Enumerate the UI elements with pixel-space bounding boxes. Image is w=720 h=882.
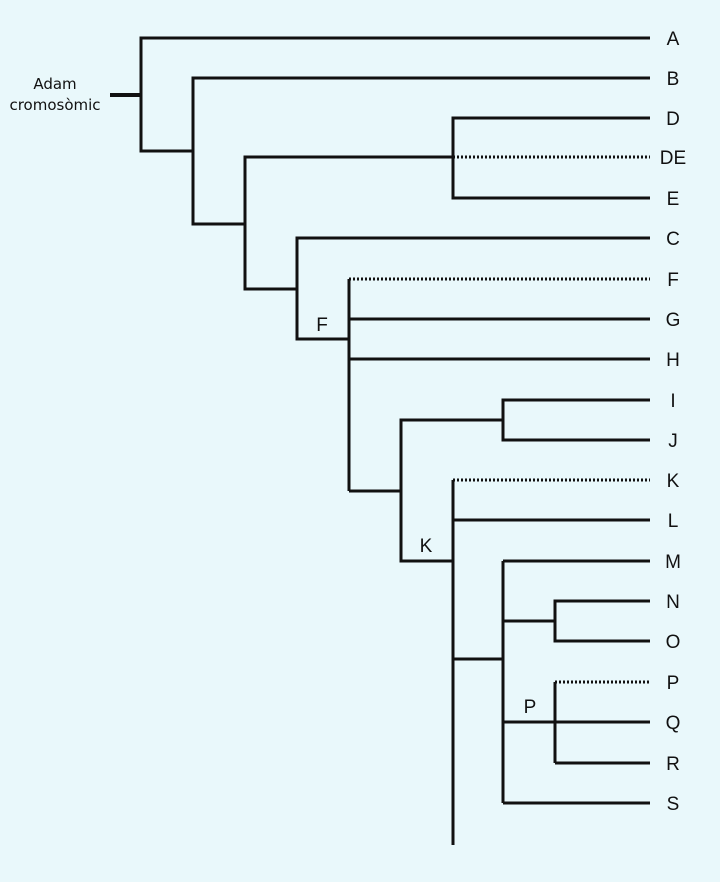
edge-ij-k	[399, 418, 503, 563]
leaf-label: D	[666, 109, 680, 130]
root-label-line1: Adam	[33, 75, 76, 93]
leaf-label: O	[666, 632, 681, 653]
leaf-label: F	[667, 270, 679, 291]
edge-root-a	[139, 36, 650, 153]
leaf-label: N	[666, 592, 680, 613]
leaf-label: A	[667, 29, 680, 50]
node-label-p: P	[524, 697, 537, 718]
edge-n-o	[553, 599, 650, 643]
root-label-line2: cromosòmic	[9, 96, 100, 114]
leaf-label: L	[668, 511, 679, 532]
edge-i-j	[501, 398, 650, 442]
leaf-label: Q	[666, 713, 681, 734]
leaf-label: H	[666, 350, 680, 371]
edge-c	[295, 236, 650, 341]
leaf-label: I	[670, 391, 675, 412]
leaf-label: J	[668, 431, 678, 452]
edge-b	[191, 76, 650, 226]
leaf-label: DE	[660, 148, 686, 169]
leaf-label: K	[667, 471, 680, 492]
leaf-label: E	[667, 189, 680, 210]
leaf-label: G	[666, 310, 681, 331]
leaf-label: M	[665, 552, 681, 573]
edge-de-group	[243, 155, 453, 291]
leaf-label: C	[666, 229, 680, 250]
leaf-label: P	[667, 673, 680, 694]
leaf-label: S	[667, 794, 680, 815]
leaf-label: R	[666, 754, 680, 775]
node-label-k: K	[420, 536, 433, 557]
leaf-label: B	[667, 69, 680, 90]
node-label-f: F	[316, 315, 328, 336]
